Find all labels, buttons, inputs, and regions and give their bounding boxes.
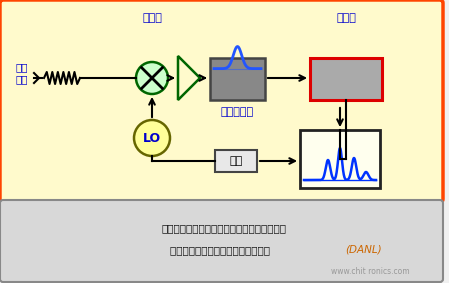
Text: 中频滤波器: 中频滤波器 (221, 107, 254, 117)
Circle shape (136, 62, 168, 94)
FancyBboxPatch shape (215, 150, 257, 172)
Text: 频谱仪内部混频器及各级放大器会产生噪声，: 频谱仪内部混频器及各级放大器会产生噪声， (162, 223, 286, 233)
Text: LO: LO (143, 132, 161, 145)
Text: 通过检波器会反映为显示白噪声电平: 通过检波器会反映为显示白噪声电平 (170, 245, 273, 255)
Text: 输入
信号: 输入 信号 (16, 62, 28, 84)
FancyBboxPatch shape (0, 200, 443, 282)
FancyBboxPatch shape (210, 58, 265, 100)
Text: (DANL): (DANL) (345, 245, 382, 255)
Text: 扫描: 扫描 (229, 156, 242, 166)
FancyBboxPatch shape (300, 130, 380, 188)
FancyBboxPatch shape (0, 0, 443, 202)
Text: www.chit ronics.com: www.chit ronics.com (330, 267, 409, 276)
Text: 检波器: 检波器 (336, 13, 356, 23)
Text: 混频器: 混频器 (142, 13, 162, 23)
FancyBboxPatch shape (310, 58, 382, 100)
Circle shape (134, 120, 170, 156)
